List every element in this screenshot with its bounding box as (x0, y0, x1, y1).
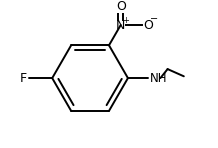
Text: F: F (20, 72, 27, 85)
Text: −: − (150, 14, 158, 24)
Text: O: O (143, 18, 153, 32)
Text: N: N (116, 18, 125, 32)
Text: +: + (122, 16, 129, 25)
Text: NH: NH (150, 72, 167, 85)
Text: O: O (116, 0, 126, 13)
